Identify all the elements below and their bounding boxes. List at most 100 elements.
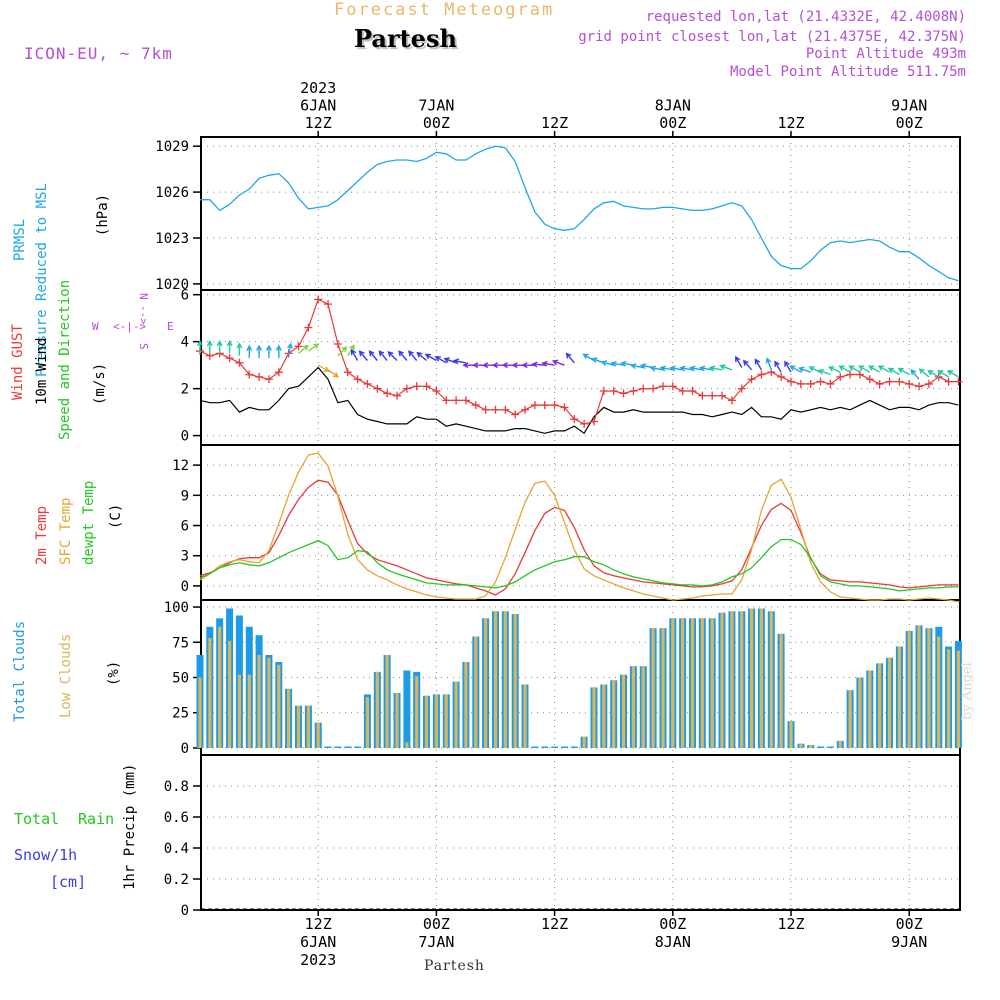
wind-labels: Wind GUST 10m Wind Speed and Direction (m/s… xyxy=(10,280,108,440)
wind-gust-marker xyxy=(619,389,628,398)
cloud-low-bar xyxy=(434,694,438,748)
wind-direction-arrow xyxy=(719,364,733,371)
cloud-low-bar xyxy=(681,618,685,748)
wind-gust-marker xyxy=(511,410,520,419)
wind-direction-arrow xyxy=(256,344,263,359)
cloud-low-bar xyxy=(740,611,744,748)
clouds-tick-label: 25 xyxy=(172,706,189,722)
wind-gust-marker xyxy=(905,379,914,388)
wind-gust-marker xyxy=(481,405,490,414)
wind-direction-arrow xyxy=(629,363,644,370)
cloud-low-bar xyxy=(750,608,754,748)
grid-coords: grid point closest lon,lat (21.4375E, 42… xyxy=(578,29,966,45)
cloud-low-bar xyxy=(247,674,251,748)
cloud-total-bar xyxy=(334,746,342,748)
wind-compass-icon: W <-|-> E N --> S xyxy=(92,293,174,350)
clouds-tick-label: 75 xyxy=(172,635,189,651)
footer-place: Partesh xyxy=(424,958,485,974)
wind-gust-marker xyxy=(777,372,786,381)
compass-vertical: N --> S xyxy=(137,293,150,350)
model-point-altitude: Model Point Altitude 511.75m xyxy=(729,64,966,80)
wind-direction-arrow xyxy=(742,359,753,371)
meteogram-title: Forecast Meteogram xyxy=(334,0,555,20)
wind-gust-marker xyxy=(895,377,904,386)
wind-direction-arrow xyxy=(918,368,930,378)
wind-gust-marker xyxy=(570,415,579,424)
wind-gust-marker xyxy=(412,382,421,391)
wind-direction-arrow xyxy=(378,350,388,361)
cloud-low-bar xyxy=(897,646,901,748)
wind-direction-arrow xyxy=(582,353,595,362)
cloud-low-bar xyxy=(444,694,448,748)
pressure-label: Pressure Reduced to MSL xyxy=(34,183,50,377)
wind-direction-arrow xyxy=(754,358,763,371)
cloud-low-bar xyxy=(651,628,655,748)
cloud-low-bar xyxy=(690,618,695,748)
wind-direction-arrow xyxy=(735,355,743,368)
cloud-low-bar xyxy=(799,743,803,748)
wind-direction-arrow xyxy=(307,343,320,352)
wind-direction-arrow xyxy=(649,365,664,372)
top-time-label: 12Z xyxy=(305,114,332,132)
cloud-low-bar xyxy=(937,636,941,748)
cloud-low-bar xyxy=(671,618,675,748)
temp-dewpt-label: dewpt Temp xyxy=(81,481,97,565)
temp-2m-label: 2m Temp xyxy=(34,506,50,565)
wind-gust-marker xyxy=(422,382,431,391)
wind-gust-line xyxy=(199,298,959,425)
wind-direction-arrow xyxy=(910,368,920,380)
wind-gust-label: Wind GUST xyxy=(10,324,26,400)
bottom-time-label: 7JAN xyxy=(418,933,454,951)
wind-gust-marker xyxy=(324,300,333,309)
cloud-low-bar xyxy=(503,611,507,748)
top-time-label: 12Z xyxy=(541,114,568,132)
pressure-line xyxy=(200,145,959,282)
pressure-tick-label: 1023 xyxy=(155,231,189,247)
cloud-low-bar xyxy=(474,636,478,748)
wind-direction-arrow xyxy=(789,365,802,373)
precip-unit-label: 1hr Precip (mm) xyxy=(122,764,138,890)
wind-direction-arrow xyxy=(206,339,213,354)
wind-gust-marker xyxy=(225,354,234,363)
cloud-low-bar xyxy=(375,671,379,748)
wind-direction-arrow xyxy=(216,339,223,354)
clouds-tick-label: 100 xyxy=(164,600,189,616)
wind-gust-marker xyxy=(787,377,795,386)
cloud-low-bar xyxy=(415,676,419,748)
wind-direction-arrow xyxy=(327,369,340,378)
wind-gust-marker xyxy=(314,295,323,304)
wind-gust-marker xyxy=(875,379,884,388)
cloud-low-bar xyxy=(306,705,310,748)
wind-gust-marker xyxy=(432,386,441,395)
cloud-low-bar xyxy=(198,677,202,748)
wind-direction-arrow xyxy=(287,342,293,356)
wind-gust-marker xyxy=(688,386,697,395)
wind-gust-marker xyxy=(235,358,244,367)
cloud-low-bar xyxy=(484,618,488,748)
cloud-low-bar xyxy=(582,736,586,748)
wind-direction-arrow xyxy=(337,346,348,357)
cloud-low-bar xyxy=(789,721,793,748)
cloud-low-bar xyxy=(316,722,320,748)
cloud-total-bar xyxy=(344,746,352,748)
cloud-low-bar xyxy=(661,628,665,748)
wind-direction-arrow xyxy=(368,350,378,361)
cloud-low-bar xyxy=(365,697,369,748)
wind-gust-marker xyxy=(580,419,589,428)
compass-south: S xyxy=(137,343,150,350)
model-label: ICON-EU, ~ 7km xyxy=(24,44,173,63)
cloud-low-bar xyxy=(237,674,241,748)
wind-direction-arrow xyxy=(551,359,565,366)
compass-vertical-arrows: --> xyxy=(137,305,150,325)
temp-tick-label: 3 xyxy=(181,549,189,565)
cloud-low-bar xyxy=(700,618,704,748)
wind-direction-arrow xyxy=(817,369,831,376)
wind-direction-arrow xyxy=(936,370,949,378)
cloud-total-bar xyxy=(561,746,568,748)
cloud-total-bar xyxy=(531,746,539,748)
wind-gust-marker xyxy=(727,396,736,405)
place-title: Partesh xyxy=(354,24,457,53)
wind-gust-marker xyxy=(590,417,598,426)
wind-direction-arrow xyxy=(350,348,359,361)
wind-gust-marker xyxy=(245,370,254,379)
